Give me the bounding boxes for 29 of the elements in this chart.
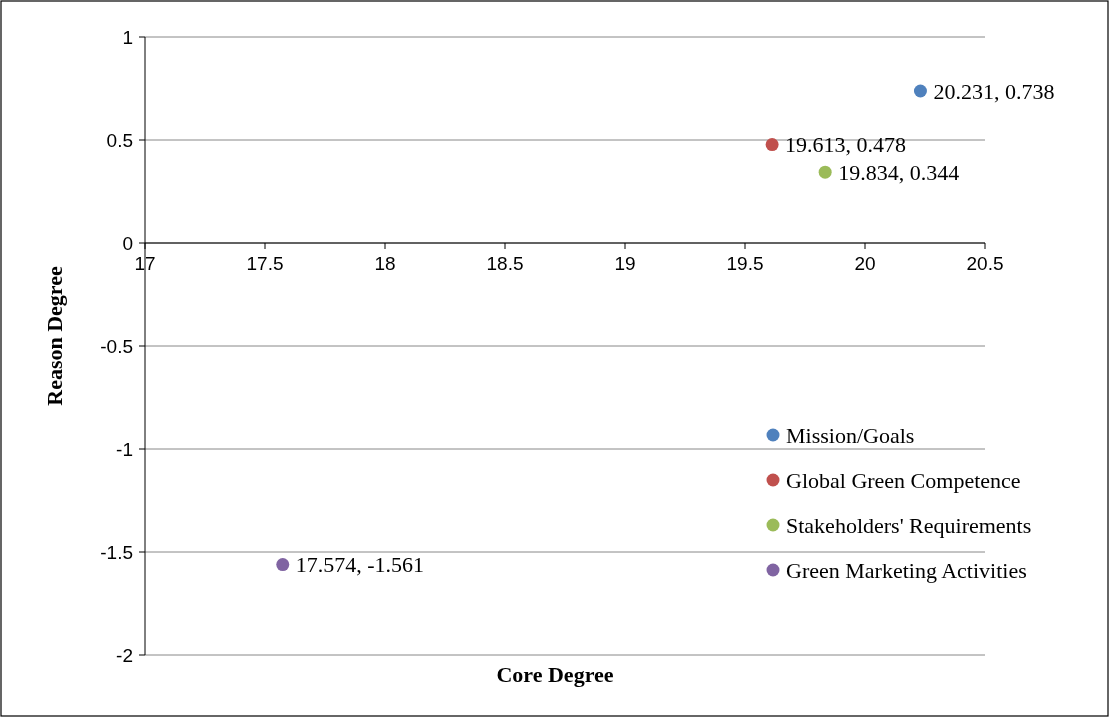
x-tick-label: 19 xyxy=(614,253,636,275)
x-tick-label: 18 xyxy=(374,253,396,275)
point xyxy=(913,84,927,98)
x-tick-label: 20 xyxy=(854,253,876,275)
legend-label: Stakeholders' Requirements xyxy=(786,512,1032,538)
point xyxy=(818,165,832,179)
y-tick-label: -1 xyxy=(116,438,133,460)
legend-label: Global Green Competence xyxy=(786,467,1021,493)
y-tick-label: -1.5 xyxy=(100,541,133,563)
y-tick-label: -0.5 xyxy=(100,335,133,357)
y-tick-label: 0.5 xyxy=(106,129,133,151)
x-axis-title: Core Degree xyxy=(496,662,614,687)
y-tick-label: -2 xyxy=(116,644,133,666)
x-tick-label: 20.5 xyxy=(966,253,1004,275)
x-tick-label: 17 xyxy=(134,253,156,275)
data-label: 20.231, 0.738 xyxy=(933,78,1055,104)
legend-label: Mission/Goals xyxy=(786,422,915,448)
data-label: 17.574, -1.561 xyxy=(295,552,425,578)
y-tick-label: 1 xyxy=(122,26,133,48)
x-tick-label: 17.5 xyxy=(246,253,284,275)
data-label: 19.834, 0.344 xyxy=(838,159,960,185)
x-tick-label: 18.5 xyxy=(486,253,524,275)
point xyxy=(276,558,290,572)
y-tick-label: 0 xyxy=(122,232,133,254)
legend-label: Green Marketing Activities xyxy=(786,557,1027,583)
data-label: 19.613, 0.478 xyxy=(785,132,907,158)
x-tick-label: 19.5 xyxy=(726,253,764,275)
point xyxy=(765,138,779,152)
y-axis-title: Reason Degree xyxy=(42,266,67,406)
